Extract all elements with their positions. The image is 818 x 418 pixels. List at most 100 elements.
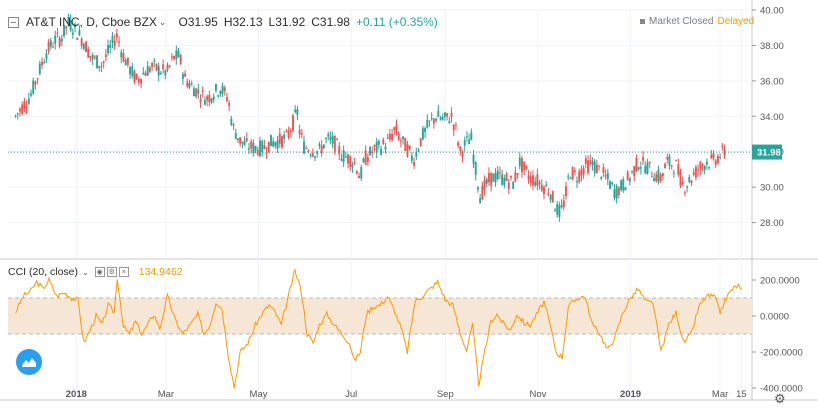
candle-body [424, 128, 427, 133]
candle-body [148, 67, 151, 72]
candle-body [666, 157, 669, 160]
candle-body [565, 186, 567, 197]
delayed-label[interactable]: Delayed [717, 16, 755, 27]
candle-body [516, 173, 519, 175]
candle-body [164, 70, 167, 76]
candle-body [571, 167, 574, 180]
eye-icon[interactable]: ◉ [94, 267, 105, 277]
candle-body [417, 150, 420, 152]
candle-body [547, 193, 550, 195]
candle-body [558, 205, 561, 217]
candle-body [439, 117, 442, 120]
candle-body [124, 60, 127, 66]
candle-body [199, 99, 202, 103]
candle-body [514, 172, 517, 182]
candle-body [195, 88, 198, 97]
candle-body [344, 156, 347, 158]
candle-body [446, 112, 449, 117]
close-icon[interactable]: × [118, 267, 129, 277]
gear-icon[interactable]: ⚙ [774, 391, 786, 406]
candle-body [60, 38, 63, 42]
cci-tick-label: -200.0000 [760, 348, 803, 359]
settings-icon[interactable]: ⚙ [106, 267, 117, 277]
candle-body [181, 74, 184, 79]
candle-body [170, 56, 173, 58]
candle-body [47, 41, 50, 52]
indicator-label[interactable]: CCI (20, close) [8, 266, 79, 278]
candle-body [584, 158, 587, 164]
candle-body [243, 140, 246, 146]
candle-body [587, 160, 589, 173]
candle-body [668, 156, 671, 166]
cci-tick-label: 200.0000 [760, 276, 800, 287]
chart-minimize-icon[interactable] [8, 16, 19, 28]
candle-body [498, 172, 501, 174]
cci-tick-label: 0.0000 [760, 312, 789, 323]
candle-body [633, 166, 636, 177]
candle-body [483, 179, 486, 190]
candle-body [428, 120, 431, 122]
candle-body [115, 33, 118, 38]
candle-body [371, 151, 374, 153]
candle-body [63, 25, 65, 37]
candle-body [476, 187, 479, 190]
candle-body [710, 154, 713, 158]
candle-body [303, 141, 305, 154]
candle-body [690, 180, 693, 183]
candle-body [272, 141, 275, 147]
price-axis[interactable]: 40.0038.0036.0034.0032.0030.0028.00200.0… [752, 6, 803, 395]
candle-body [399, 140, 402, 142]
candle-body [300, 133, 303, 135]
candle-body [71, 32, 74, 35]
candle-body [648, 161, 651, 164]
candle-body [34, 81, 37, 85]
candle-body [98, 66, 101, 68]
symbol-title[interactable]: AT&T INC, D, Cboe BZX [26, 15, 157, 29]
candle-body [137, 78, 140, 83]
candle-body [292, 115, 294, 131]
candle-body [679, 171, 682, 187]
candle-body [322, 144, 325, 149]
chevron-down-icon[interactable]: ⌄ [82, 267, 89, 277]
candle-body [270, 134, 272, 147]
candle-body [78, 30, 81, 36]
candle-body [602, 167, 605, 173]
candle-body [683, 192, 686, 194]
candle-body [49, 40, 52, 47]
candle-body [223, 87, 226, 92]
indicator-legend: CCI (20, close) ⌄ ◉ ⚙ × 134.9462 [8, 265, 183, 279]
candle-body [413, 162, 416, 166]
candle-body [472, 154, 475, 164]
candle-body [569, 177, 572, 179]
candle-body [54, 35, 57, 44]
market-status: Market Closed Delayed [640, 16, 754, 27]
candle-body [113, 40, 116, 47]
candle-body [536, 174, 539, 186]
candle-body [701, 165, 704, 167]
candle-body [261, 141, 264, 153]
candle-body [534, 181, 537, 186]
candle-body [173, 55, 176, 60]
candle-body [639, 167, 642, 169]
candle-body [168, 65, 171, 67]
candle-body [595, 164, 598, 174]
time-tick-label: 2019 [620, 389, 641, 400]
candle-body [441, 116, 444, 120]
candle-body [74, 23, 76, 28]
candle-body [14, 115, 17, 117]
candle-body [657, 169, 660, 182]
candle-body [294, 109, 297, 113]
candle-body [76, 37, 79, 40]
candle-body [551, 191, 554, 203]
candle-body [349, 156, 352, 168]
candle-body [140, 78, 143, 84]
chevron-down-icon[interactable]: ⌄ [158, 16, 167, 27]
low-value: L31.92 [268, 15, 306, 29]
tradingview-logo-icon[interactable] [16, 349, 42, 375]
time-axis[interactable]: 2018 Mar May Jul Sep Nov 2019 Mar 15 [66, 389, 747, 400]
candle-body [512, 181, 515, 189]
candle-body [408, 145, 411, 149]
candle-body [470, 132, 473, 140]
